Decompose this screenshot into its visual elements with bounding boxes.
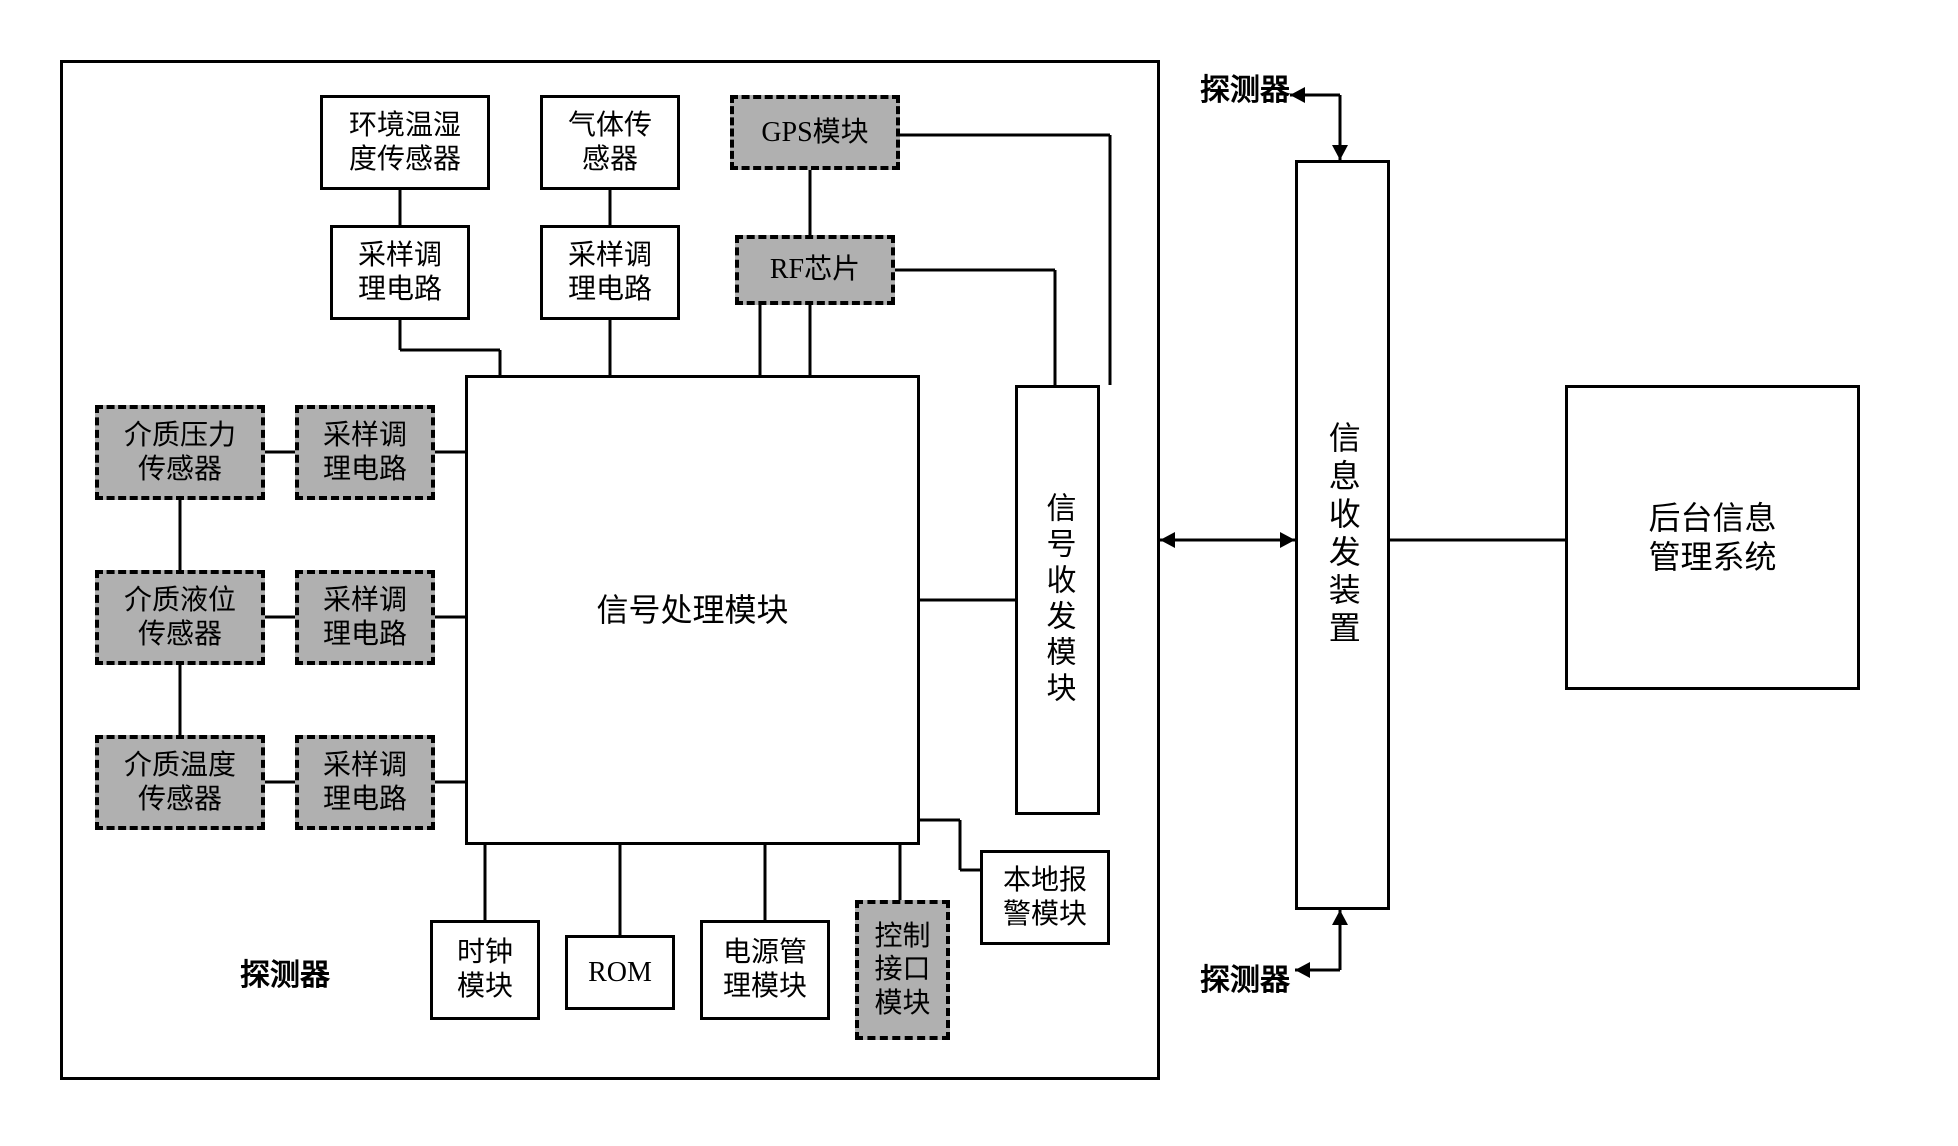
block-diagram: 环境温湿 度传感器 气体传 感器 GPS模块 采样调 理电路 采样调 理电路 R… xyxy=(40,40,1918,1106)
clock-module-box: 时钟 模块 xyxy=(430,920,540,1020)
signal-txrx-module-box: 信号收发模块 xyxy=(1015,385,1100,815)
detector-top-label: 探测器 xyxy=(1200,65,1290,109)
gas-sensor-box: 气体传 感器 xyxy=(540,95,680,190)
gps-module-box: GPS模块 xyxy=(730,95,900,170)
sampling-circuit-5-box: 采样调 理电路 xyxy=(295,735,435,830)
control-interface-box: 控制 接口 模块 xyxy=(855,900,950,1040)
sampling-circuit-4-box: 采样调 理电路 xyxy=(295,570,435,665)
power-mgmt-box: 电源管 理模块 xyxy=(700,920,830,1020)
sampling-circuit-3-box: 采样调 理电路 xyxy=(295,405,435,500)
temp-sensor-box: 介质温度 传感器 xyxy=(95,735,265,830)
info-txrx-device-box: 信息收发装置 xyxy=(1295,160,1390,910)
rom-box: ROM xyxy=(565,935,675,1010)
signal-processing-box: 信号处理模块 xyxy=(465,375,920,845)
pressure-sensor-box: 介质压力 传感器 xyxy=(95,405,265,500)
level-sensor-box: 介质液位 传感器 xyxy=(95,570,265,665)
detector-inner-label: 探测器 xyxy=(240,950,330,994)
detector-bottom-label: 探测器 xyxy=(1200,955,1290,999)
sampling-circuit-2-box: 采样调 理电路 xyxy=(540,225,680,320)
backend-system-box: 后台信息 管理系统 xyxy=(1565,385,1860,690)
local-alarm-box: 本地报 警模块 xyxy=(980,850,1110,945)
env-humidity-sensor-box: 环境温湿 度传感器 xyxy=(320,95,490,190)
rf-chip-box: RF芯片 xyxy=(735,235,895,305)
sampling-circuit-1-box: 采样调 理电路 xyxy=(330,225,470,320)
